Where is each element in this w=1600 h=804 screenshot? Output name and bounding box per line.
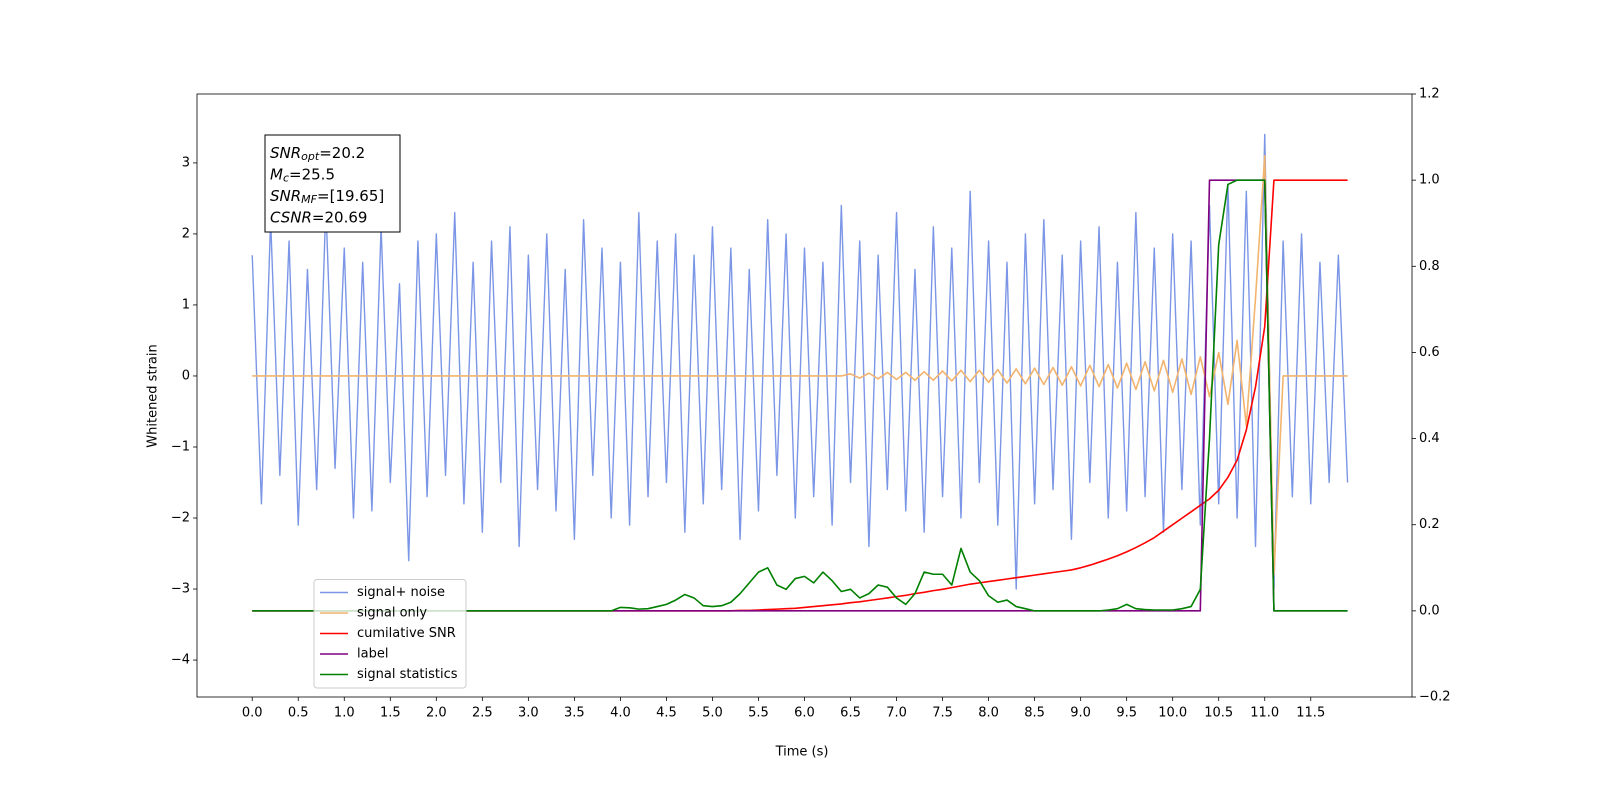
annotation-text: =[19.65] <box>317 187 384 205</box>
x-tick-label: 1.0 <box>334 706 355 721</box>
y-tick-label: 3 <box>182 155 190 170</box>
x-tick-label: 0.0 <box>242 706 263 721</box>
legend-label: signal only <box>357 606 427 621</box>
y-tick-label: −4 <box>171 653 190 668</box>
y2-tick-label: −0.2 <box>1419 690 1451 705</box>
annotation-name: SNR <box>270 187 301 205</box>
annotation-name: SNR <box>270 144 301 162</box>
annotation-text: =25.5 <box>289 165 335 183</box>
x-tick-label: 1.5 <box>380 706 401 721</box>
x-tick-label: 8.5 <box>1024 706 1045 721</box>
annotation-subscript: MF <box>301 193 317 206</box>
x-tick-label: 10.0 <box>1158 706 1187 721</box>
x-tick-label: 4.5 <box>656 706 677 721</box>
y-tick-label: −1 <box>171 439 190 454</box>
x-tick-label: 2.5 <box>472 706 493 721</box>
legend-label: signal statistics <box>357 667 458 682</box>
y2-tick-label: 1.2 <box>1419 87 1440 102</box>
x-tick-label: 5.5 <box>748 706 769 721</box>
y-tick-label: −2 <box>171 511 190 526</box>
annotation-text: =20.69 <box>312 208 368 226</box>
y-tick-label: 1 <box>182 297 190 312</box>
y-tick-label: 0 <box>182 368 190 383</box>
y2-tick-label: 0.6 <box>1419 345 1440 360</box>
y-axis-label: Whitened strain <box>146 344 161 447</box>
x-tick-label: 10.5 <box>1204 706 1233 721</box>
x-tick-label: 7.5 <box>932 706 953 721</box>
annotation-text: =20.2 <box>319 144 365 162</box>
legend-label: cumilative SNR <box>357 626 456 641</box>
annotation-box <box>264 134 401 233</box>
annotation-subscript: opt <box>301 150 320 163</box>
x-tick-label: 0.5 <box>288 706 309 721</box>
x-tick-label: 8.0 <box>978 706 999 721</box>
x-tick-label: 9.5 <box>1116 706 1137 721</box>
series-line <box>252 154 1348 576</box>
annotation: SNRopt=20.2 <box>270 144 365 164</box>
annotations: SNRopt=20.2Mc=25.5SNRMF=[19.65]CSNR=20.6… <box>270 144 384 227</box>
x-tick-label: 3.0 <box>518 706 539 721</box>
y2-tick-label: 0.8 <box>1419 259 1440 274</box>
y2-tick-label: 0.0 <box>1419 603 1440 618</box>
annotation: SNRMF=[19.65] <box>270 187 384 207</box>
legend: signal+ noise signal only cumilative SNR la… <box>313 579 467 689</box>
x-tick-label: 6.0 <box>794 706 815 721</box>
y2-tick-label: 0.2 <box>1419 517 1440 532</box>
annotation-name: M <box>270 165 283 183</box>
y-tick-label: 2 <box>182 226 190 241</box>
annotation-name: CSNR <box>270 208 312 226</box>
x-tick-label: 7.0 <box>886 706 907 721</box>
legend-label: label <box>357 647 388 662</box>
x-tick-label: 2.0 <box>426 706 447 721</box>
x-tick-label: 9.0 <box>1070 706 1091 721</box>
y-tick-label: −3 <box>171 582 190 597</box>
series-line <box>251 133 1349 590</box>
y2-tick-label: 0.4 <box>1419 431 1440 446</box>
legend-label: signal+ noise <box>357 585 445 600</box>
annotation: Mc=25.5 <box>270 165 335 185</box>
legend-box <box>313 579 467 689</box>
x-tick-label: 5.0 <box>702 706 723 721</box>
x-tick-label: 3.5 <box>564 706 585 721</box>
y2-tick-label: 1.0 <box>1419 173 1440 188</box>
x-axis-label: Time (s) <box>775 745 829 760</box>
annotation-subscript: c <box>283 172 289 185</box>
x-tick-label: 11.0 <box>1250 706 1279 721</box>
x-tick-label: 11.5 <box>1296 706 1325 721</box>
x-tick-label: 6.5 <box>840 706 861 721</box>
annotation: CSNR=20.69 <box>270 208 367 226</box>
x-tick-label: 4.0 <box>610 706 631 721</box>
